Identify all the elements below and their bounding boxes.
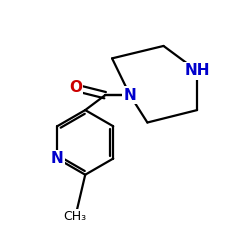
Text: NH: NH [184, 63, 210, 78]
Text: N: N [124, 88, 136, 103]
Text: N: N [51, 151, 64, 166]
Text: O: O [69, 80, 82, 95]
Text: CH₃: CH₃ [64, 210, 87, 224]
